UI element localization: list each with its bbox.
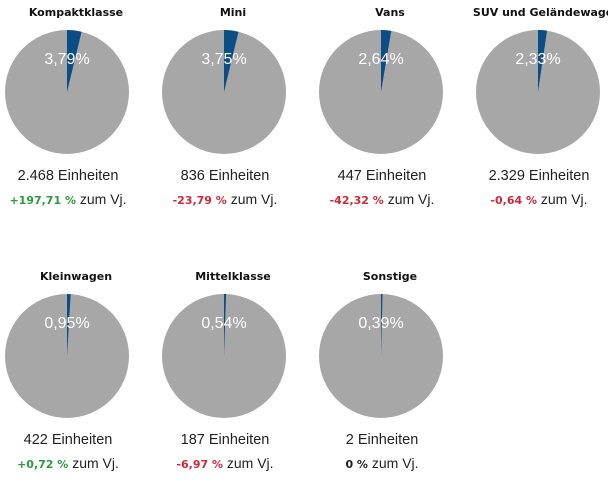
pie-chart-grid: Kompaktklasse 3,79% 2.468 Einheiten +197,71… — [0, 0, 608, 471]
change-value: 0 % — [345, 458, 368, 471]
pie-chart: 2,33% — [476, 30, 600, 154]
pie-data-label: 2,33% — [515, 51, 560, 68]
pie-card: Mini 3,75% 836 Einheiten -23,79 % zum Vj. — [157, 0, 309, 240]
pie-slice-share — [67, 294, 71, 356]
change-suffix: zum Vj. — [540, 191, 588, 207]
change-suffix: zum Vj. — [72, 455, 119, 471]
pie-card: Mittelklasse 0,54% 187 Einheiten -6,97 % zu… — [157, 264, 309, 504]
pie-data-label: 0,39% — [358, 315, 403, 332]
pie-data-label: 2,64% — [358, 51, 403, 68]
change-suffix: zum Vj. — [230, 191, 278, 207]
units-suffix: Einheiten — [208, 168, 270, 184]
units-value: 2.329 — [488, 168, 525, 184]
pie-slice-share — [224, 30, 239, 92]
pie-data-label: 3,79% — [44, 51, 89, 68]
units-suffix: Einheiten — [365, 168, 427, 184]
units-text: 2 Einheiten — [314, 432, 450, 448]
units-text: 836 Einheiten — [157, 168, 293, 184]
change-text: -23,79 % zum Vj. — [157, 191, 293, 207]
units-suffix: Einheiten — [357, 432, 419, 448]
pie-card: Kompaktklasse 3,79% 2.468 Einheiten +197,71… — [0, 0, 152, 240]
change-suffix: zum Vj. — [79, 191, 127, 207]
units-text: 2.329 Einheiten — [471, 168, 607, 184]
change-text: 0 % zum Vj. — [314, 455, 450, 471]
units-text: 422 Einheiten — [0, 432, 136, 448]
pie-slice-share — [224, 294, 227, 356]
units-value: 422 — [23, 432, 48, 448]
change-value: -0,64 % — [490, 194, 537, 207]
units-suffix: Einheiten — [57, 168, 119, 184]
pie-card: Sonstige 0,39% 2 Einheiten 0 % zum Vj. — [314, 264, 466, 504]
chart-title: Vans — [375, 6, 405, 19]
change-suffix: zum Vj. — [371, 455, 419, 471]
units-suffix: Einheiten — [51, 432, 113, 448]
units-value: 836 — [180, 168, 205, 184]
change-text: +0,72 % zum Vj. — [0, 455, 136, 471]
pie-chart: 0,54% — [162, 294, 286, 418]
pie-data-label: 0,95% — [44, 315, 89, 332]
pie-chart: 0,95% — [5, 294, 129, 418]
chart-title: Kompaktklasse — [28, 6, 124, 19]
change-suffix: zum Vj. — [226, 455, 274, 471]
units-suffix: Einheiten — [528, 168, 590, 184]
chart-title: Mini — [219, 6, 247, 19]
pie-card: Kleinwagen 0,95% 422 Einheiten +0,72 % zum … — [0, 264, 152, 504]
change-value: +197,71 % — [9, 194, 76, 207]
change-text: -0,64 % zum Vj. — [471, 191, 607, 207]
chart-title: SUV und Geländewagen — [472, 6, 608, 19]
pie-chart: 3,79% — [5, 30, 129, 154]
pie-data-label: 3,75% — [201, 51, 246, 68]
change-text: -6,97 % zum Vj. — [157, 455, 293, 471]
change-value: -6,97 % — [176, 458, 223, 471]
units-value: 447 — [337, 168, 362, 184]
pie-chart: 0,39% — [319, 294, 443, 418]
change-value: +0,72 % — [17, 458, 69, 471]
pie-slice-share — [538, 30, 548, 92]
change-value: -23,79 % — [172, 194, 227, 207]
change-text: -42,32 % zum Vj. — [314, 191, 450, 207]
units-value: 187 — [180, 432, 205, 448]
change-text: +197,71 % zum Vj. — [0, 191, 136, 207]
pie-slice-share — [381, 294, 383, 356]
change-value: -42,32 % — [329, 194, 384, 207]
pie-slice-share — [67, 30, 82, 92]
chart-title: Mittelklasse — [195, 270, 271, 283]
pie-chart: 2,64% — [319, 30, 443, 154]
units-text: 447 Einheiten — [314, 168, 450, 184]
chart-title: Kleinwagen — [39, 270, 113, 283]
units-value: 2 — [345, 432, 354, 448]
units-suffix: Einheiten — [208, 432, 270, 448]
pie-card: Vans 2,64% 447 Einheiten -42,32 % zum Vj. — [314, 0, 466, 240]
pie-card: SUV und Geländewagen 2,33% 2.329 Einheiten… — [471, 0, 608, 240]
change-suffix: zum Vj. — [387, 191, 435, 207]
units-text: 2.468 Einheiten — [0, 168, 136, 184]
units-value: 2.468 — [17, 168, 54, 184]
pie-slice-share — [381, 30, 392, 92]
pie-chart: 3,75% — [162, 30, 286, 154]
chart-title: Sonstige — [362, 270, 418, 283]
pie-data-label: 0,54% — [201, 315, 246, 332]
units-text: 187 Einheiten — [157, 432, 293, 448]
